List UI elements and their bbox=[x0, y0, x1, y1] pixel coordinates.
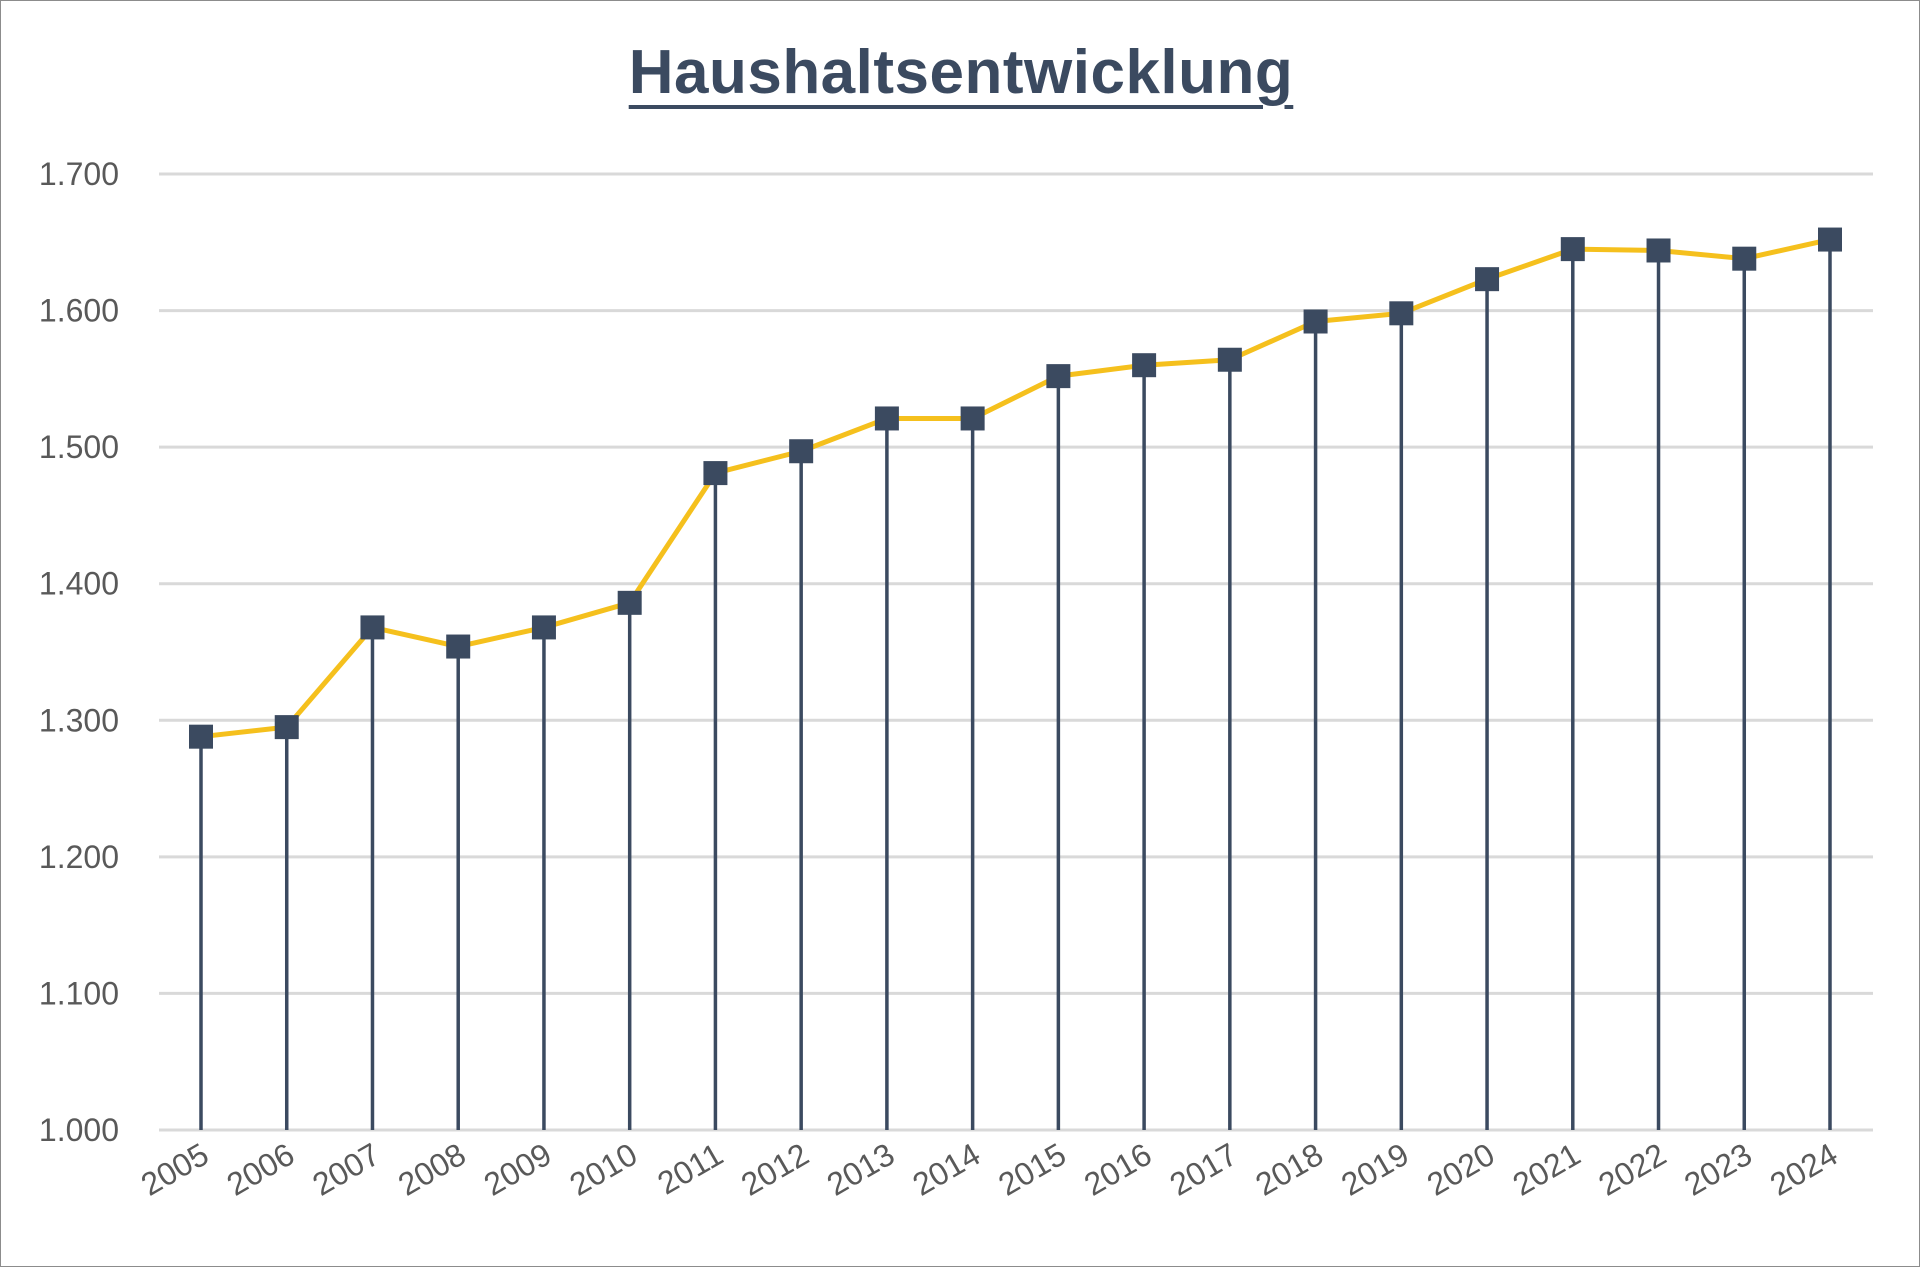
y-tick-label: 1.500 bbox=[39, 429, 119, 465]
x-tick-label: 2006 bbox=[221, 1136, 301, 1203]
x-tick-label: 2015 bbox=[992, 1136, 1072, 1203]
data-point-marker bbox=[1475, 267, 1500, 292]
data-point-marker bbox=[274, 715, 299, 740]
x-tick-label: 2014 bbox=[906, 1136, 986, 1203]
x-tick-label: 2007 bbox=[306, 1136, 386, 1203]
y-tick-label: 1.700 bbox=[39, 156, 119, 192]
data-point-marker bbox=[1560, 237, 1585, 262]
data-point-marker bbox=[189, 724, 213, 749]
x-tick-label: 2005 bbox=[135, 1136, 215, 1203]
data-point-marker bbox=[960, 406, 985, 431]
x-tick-label: 2020 bbox=[1421, 1136, 1501, 1203]
x-tick-label: 2019 bbox=[1335, 1136, 1415, 1203]
x-tick-label: 2012 bbox=[735, 1136, 815, 1203]
x-tick-label: 2022 bbox=[1592, 1136, 1672, 1203]
x-tick-label: 2023 bbox=[1678, 1136, 1758, 1203]
data-point-marker bbox=[703, 461, 728, 486]
data-point-marker bbox=[1732, 246, 1757, 271]
x-tick-label: 2011 bbox=[651, 1136, 729, 1202]
y-tick-label: 1.400 bbox=[39, 566, 119, 602]
y-tick-label: 1.200 bbox=[39, 839, 119, 875]
data-point-marker bbox=[1217, 347, 1242, 372]
x-tick-label: 2016 bbox=[1078, 1136, 1158, 1203]
series-line bbox=[200, 237, 1831, 740]
data-point-marker bbox=[1818, 227, 1842, 252]
data-point-marker bbox=[531, 615, 556, 640]
data-point-marker bbox=[874, 406, 899, 431]
data-point-marker bbox=[1046, 364, 1071, 389]
data-point-marker bbox=[1646, 238, 1671, 263]
data-point-marker bbox=[1389, 301, 1414, 326]
y-tick-label: 1.100 bbox=[39, 975, 119, 1011]
x-tick-label: 2008 bbox=[392, 1136, 472, 1203]
y-tick-label: 1.300 bbox=[39, 702, 119, 738]
y-tick-label: 1.600 bbox=[39, 293, 119, 329]
x-tick-label: 2024 bbox=[1764, 1136, 1844, 1203]
x-tick-label: 2013 bbox=[821, 1136, 901, 1203]
data-point-marker bbox=[1132, 353, 1157, 378]
x-tick-label: 2009 bbox=[478, 1136, 558, 1203]
y-tick-label: 1.000 bbox=[39, 1112, 119, 1148]
data-point-marker bbox=[360, 615, 385, 640]
data-point-marker bbox=[446, 634, 471, 659]
data-point-marker bbox=[617, 590, 642, 615]
data-point-marker bbox=[1303, 309, 1328, 334]
chart-title: Haushaltsentwicklung bbox=[628, 38, 1294, 107]
x-tick-label: 2010 bbox=[564, 1136, 644, 1203]
data-point-marker bbox=[789, 439, 814, 464]
x-tick-label: 2021 bbox=[1507, 1136, 1587, 1203]
x-tick-label: 2017 bbox=[1164, 1136, 1244, 1203]
x-tick-label: 2018 bbox=[1249, 1136, 1329, 1203]
